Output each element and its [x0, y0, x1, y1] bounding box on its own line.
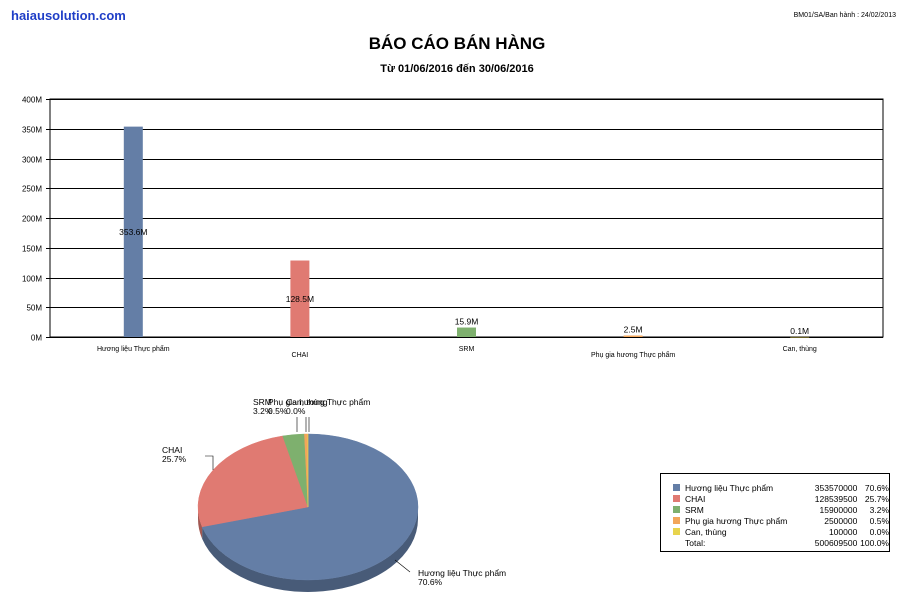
document-reference: BM01/SA/Ban hành : 24/02/2013 [793, 12, 896, 19]
legend-swatch [673, 528, 680, 535]
pie-slice-percent: 70.6% [418, 577, 443, 587]
legend-total-value: 500609500 [814, 537, 858, 548]
x-tick-label: Phụ gia hương Thực phẩm [591, 351, 675, 359]
y-tick-label: 400M [22, 96, 42, 105]
legend-item-pct: 0.5% [869, 515, 889, 526]
bar-data-label: 353.6M [119, 227, 147, 237]
legend-swatch [673, 506, 680, 513]
y-tick-label: 300M [22, 156, 42, 165]
legend-total-pct: 100.0% [860, 537, 889, 548]
pie-slice-label: Can, thùng [286, 397, 328, 407]
pie-slice-label: Hương liệu Thực phẩm [418, 568, 506, 578]
pie-slice-side [202, 507, 418, 592]
legend-item: Hương liệu Thực phẩm 353570000 70.6% [673, 482, 889, 493]
legend-item: Can, thùng 100000 0.0% [673, 526, 889, 537]
pie-leader-line [394, 559, 411, 573]
bar-data-label: 15.9M [455, 317, 479, 327]
legend-item-pct: 70.6% [864, 482, 889, 493]
report-date-range: Từ 01/06/2016 đến 30/06/2016 [380, 63, 534, 75]
legend-item-value: 353570000 [814, 482, 858, 493]
bar [123, 126, 143, 337]
pie-slice-side [198, 507, 203, 539]
legend-item-name: Hương liệu Thực phẩm [685, 482, 774, 493]
bar [457, 327, 476, 337]
pie-slice-percent: 25.7% [162, 454, 187, 464]
y-tick-label: 0M [31, 334, 42, 343]
y-tick-label: 250M [22, 185, 42, 194]
legend-item-value: 15900000 [819, 504, 858, 515]
legend-item-value: 100000 [828, 526, 858, 537]
legend-item-pct: 3.2% [869, 504, 889, 515]
bar-data-label: 2.5M [624, 325, 643, 335]
bar [790, 336, 810, 338]
x-tick-label: Hương liệu Thực phẩm [97, 345, 170, 353]
legend-total-row: Total: 500609500 100.0% [673, 537, 889, 548]
x-tick-label: Can, thùng [783, 346, 817, 353]
legend-total-label: Total: [685, 537, 706, 548]
y-tick-label: 350M [22, 126, 42, 135]
pie-slice-label: Phụ gia hương Thực phẩm [268, 397, 370, 407]
bar [623, 335, 643, 337]
legend-swatch [673, 495, 680, 502]
pie-slice-label: SRM [253, 397, 272, 407]
legend-item-name: Can, thùng [685, 526, 727, 537]
legend-item: CHAI 128539500 25.7% [673, 493, 889, 504]
y-tick-label: 150M [22, 245, 42, 254]
legend-rows: Hương liệu Thực phẩm 353570000 70.6% CHAI 12… [673, 482, 889, 537]
legend-item-name: CHAI [685, 493, 706, 504]
report-title: BÁO CÁO BÁN HÀNG [368, 34, 546, 53]
legend-swatch [673, 517, 680, 524]
y-tick-label: 50M [26, 304, 42, 313]
pie-leader-line [205, 455, 214, 470]
bar-data-label: 0.1M [790, 326, 809, 336]
bar [290, 260, 310, 337]
y-tick-label: 200M [22, 215, 42, 224]
pie-slice [197, 435, 309, 528]
legend-item: Phụ gia hương Thực phẩm 2500000 0.5% [673, 515, 889, 526]
pie-legend: Hương liệu Thực phẩm 353570000 70.6% CHAI 12… [660, 473, 890, 552]
pie-slice-percent: 3.2% [253, 406, 273, 416]
legend-item-value: 128539500 [814, 493, 858, 504]
legend-item-pct: 0.0% [869, 526, 889, 537]
x-tick-label: SRM [459, 346, 475, 353]
legend-item-pct: 25.7% [864, 493, 889, 504]
legend-item-name: Phụ gia hương Thực phẩm [685, 515, 788, 526]
pie-slice-label: CHAI [162, 445, 182, 455]
site-name: haiausolution.com [11, 8, 126, 23]
legend-item-value: 2500000 [824, 515, 858, 526]
legend-swatch [673, 484, 680, 491]
pie-slice [201, 433, 419, 581]
pie-slice-percent: 0.5% [268, 406, 288, 416]
legend-item: SRM 15900000 3.2% [673, 504, 889, 515]
legend-item-name: SRM [685, 504, 704, 515]
pie-slice-percent: 0.0% [286, 406, 306, 416]
x-tick-label: CHAI [292, 352, 309, 359]
bar-data-label: 128.5M [286, 294, 314, 304]
y-tick-label: 100M [22, 275, 42, 284]
